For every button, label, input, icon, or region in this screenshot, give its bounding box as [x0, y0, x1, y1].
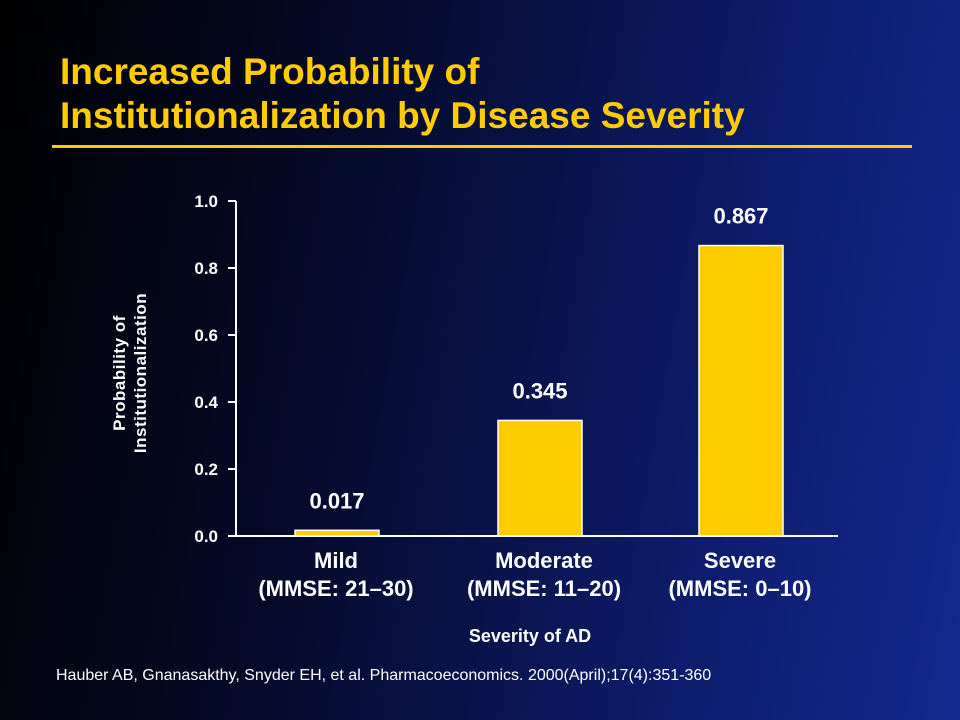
y-axis-label: Probability of Institutionalization: [109, 243, 151, 503]
title-line-1: Increased Probability of: [60, 51, 480, 92]
category-sub: (MMSE: 21–30): [258, 576, 414, 601]
y-tick-label: 0.2: [194, 460, 218, 479]
bar-mild: [294, 529, 380, 537]
y-tick-label: 0.4: [194, 393, 218, 412]
y-axis-label-line-2: Institutionalization: [131, 292, 150, 454]
y-tick-label: 0.8: [194, 259, 218, 278]
category-label-severe: Severe (MMSE: 0–10): [630, 547, 850, 603]
y-tick-label: 0.0: [194, 527, 218, 546]
category-sub: (MMSE: 0–10): [668, 576, 812, 601]
data-label-moderate: 0.345: [512, 378, 567, 403]
x-axis-label: Severity of AD: [468, 626, 592, 646]
y-axis-label-line-1: Probability of: [110, 315, 129, 431]
bar-moderate: [497, 419, 583, 537]
category-label-moderate: Moderate (MMSE: 11–20): [434, 547, 654, 603]
category-name: Severe: [703, 548, 777, 573]
y-tick-label: 0.6: [194, 326, 218, 345]
data-label-mild: 0.017: [309, 488, 364, 513]
category-name: Moderate: [495, 548, 593, 573]
data-label-severe: 0.867: [713, 204, 768, 229]
source-citation: Hauber AB, Gnanasakthy, Snyder EH, et al…: [56, 667, 712, 684]
bar-severe: [698, 244, 784, 537]
title-line-2: Institutionalization by Disease Severity: [60, 95, 745, 136]
category-name: Mild: [314, 548, 358, 573]
title-underline: [52, 145, 912, 148]
y-tick-label: 1.0: [194, 192, 218, 211]
category-label-mild: Mild (MMSE: 21–30): [226, 547, 446, 603]
slide-title: Increased Probability of Institutionaliz…: [60, 50, 920, 138]
category-sub: (MMSE: 11–20): [466, 576, 622, 601]
